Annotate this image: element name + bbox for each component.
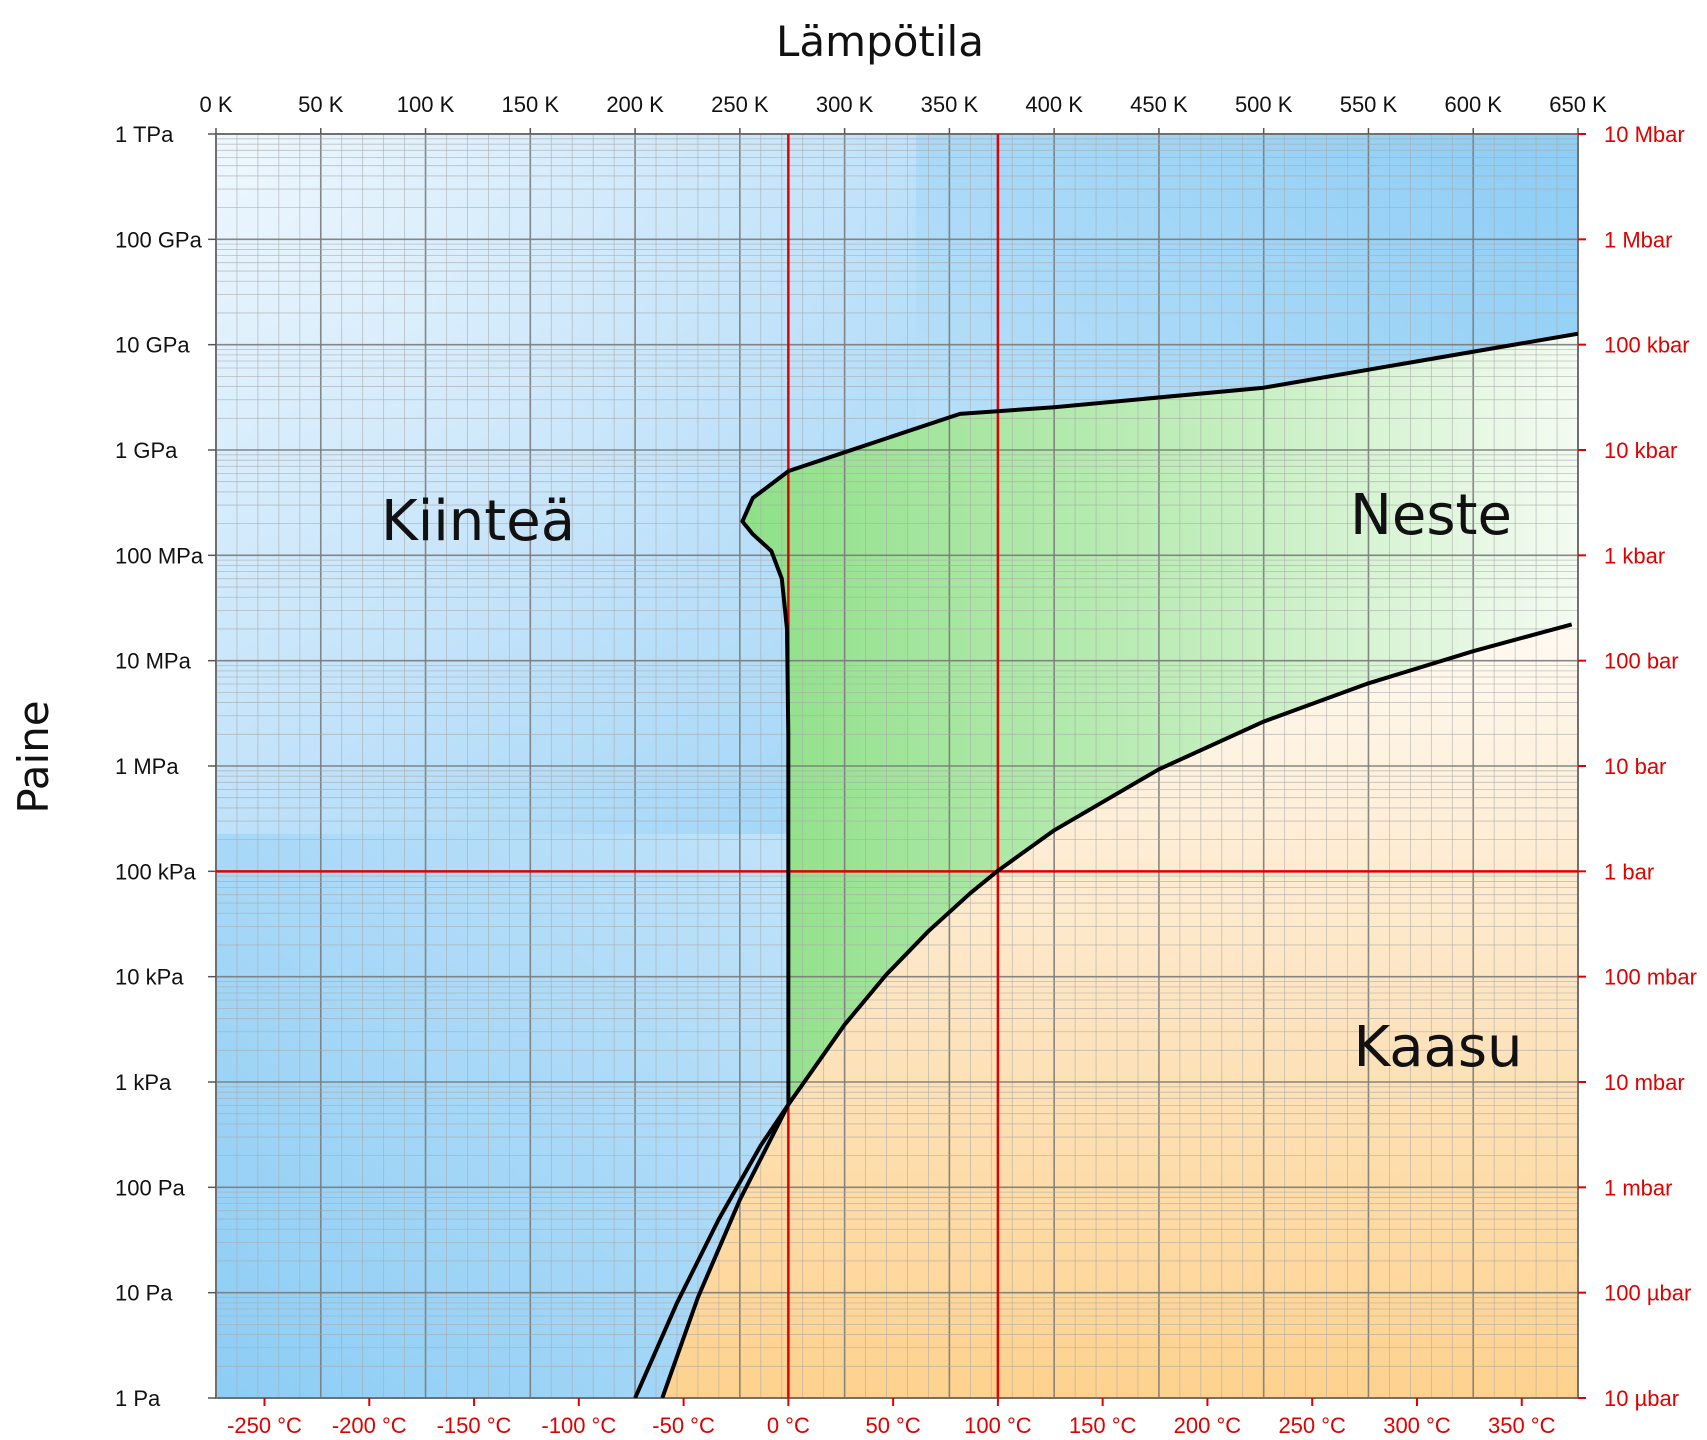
- kelvin-tick-label: 650 K: [1549, 92, 1607, 117]
- pascal-tick-label: 1 MPa: [115, 754, 179, 779]
- gas-region: [662, 624, 1578, 1398]
- bar-tick-label: 1 mbar: [1604, 1175, 1672, 1200]
- sublimation-curve: [660, 1103, 791, 1398]
- phase-boundaries: [633, 331, 1578, 1398]
- celsius-tick-label: -50 °C: [652, 1413, 715, 1438]
- region-label-liquid: Neste: [1350, 483, 1512, 548]
- bar-tick-label: 10 kbar: [1604, 438, 1677, 463]
- kelvin-tick-label: 150 K: [502, 92, 560, 117]
- pascal-tick-label: 100 GPa: [115, 227, 203, 252]
- kelvin-tick-label: 250 K: [711, 92, 769, 117]
- pascal-tick-label: 10 kPa: [115, 965, 184, 990]
- celsius-tick-label: 200 °C: [1174, 1413, 1242, 1438]
- pascal-tick-label: 1 Pa: [115, 1386, 161, 1411]
- grid: [216, 134, 1578, 1398]
- axis-labels: 0 K 50 K 100 K 150 K 200 K 250 K 300 K 350 K 400…: [115, 92, 1697, 1438]
- kelvin-tick-label: 100 K: [397, 92, 455, 117]
- celsius-tick-label: -100 °C: [541, 1413, 616, 1438]
- bar-tick-label: 100 kbar: [1604, 333, 1690, 358]
- bar-tick-label: 1 Mbar: [1604, 227, 1672, 252]
- bar-tick-label: 1 kbar: [1604, 543, 1665, 568]
- y-axis-title: Paine: [9, 700, 58, 813]
- celsius-tick-label: 50 °C: [865, 1413, 920, 1438]
- celsius-tick-label: -150 °C: [437, 1413, 512, 1438]
- kelvin-tick-label: 300 K: [816, 92, 874, 117]
- kelvin-tick-label: 50 K: [298, 92, 344, 117]
- kelvin-tick-label: 550 K: [1340, 92, 1398, 117]
- celsius-tick-label: 150 °C: [1069, 1413, 1137, 1438]
- pascal-tick-label: 10 Pa: [115, 1281, 173, 1306]
- celsius-tick-label: 350 °C: [1488, 1413, 1556, 1438]
- vaporization-curve: [633, 622, 1573, 1398]
- region-label-solid: Kiinteä: [381, 489, 575, 554]
- celsius-tick-label: 0 °C: [767, 1413, 810, 1438]
- x-axis-title: Lämpötila: [776, 17, 984, 66]
- kelvin-tick-label: 0 K: [199, 92, 232, 117]
- pascal-tick-label: 100 kPa: [115, 859, 196, 884]
- celsius-tick-label: 100 °C: [964, 1413, 1032, 1438]
- bar-tick-label: 10 mbar: [1604, 1070, 1685, 1095]
- bar-tick-label: 100 bar: [1604, 649, 1679, 674]
- bar-tick-label: 1 bar: [1604, 859, 1654, 884]
- bar-tick-label: 10 bar: [1604, 754, 1666, 779]
- region-label-gas: Kaasu: [1353, 1015, 1522, 1080]
- kelvin-tick-label: 350 K: [921, 92, 979, 117]
- pascal-tick-label: 10 MPa: [115, 649, 192, 674]
- axis-ticks: [208, 128, 1586, 1406]
- pascal-tick-label: 100 Pa: [115, 1175, 185, 1200]
- kelvin-tick-label: 200 K: [606, 92, 664, 117]
- pascal-tick-label: 100 MPa: [115, 543, 204, 568]
- kelvin-tick-label: 400 K: [1025, 92, 1083, 117]
- kelvin-tick-label: 500 K: [1235, 92, 1293, 117]
- pascal-tick-label: 1 kPa: [115, 1070, 172, 1095]
- bar-tick-label: 100 mbar: [1604, 965, 1697, 990]
- bar-tick-label: 100 µbar: [1604, 1281, 1691, 1306]
- kelvin-tick-label: 450 K: [1130, 92, 1188, 117]
- celsius-tick-label: 250 °C: [1278, 1413, 1346, 1438]
- kelvin-tick-label: 600 K: [1444, 92, 1502, 117]
- pascal-tick-label: 1 TPa: [115, 122, 174, 147]
- pascal-tick-label: 1 GPa: [115, 438, 178, 463]
- bar-tick-label: 10 µbar: [1604, 1386, 1679, 1411]
- bar-tick-label: 10 Mbar: [1604, 122, 1685, 147]
- pascal-tick-label: 10 GPa: [115, 333, 190, 358]
- celsius-tick-label: -200 °C: [332, 1413, 407, 1438]
- melting-curve: [740, 331, 1578, 1105]
- celsius-tick-label: -250 °C: [227, 1413, 302, 1438]
- celsius-tick-label: 300 °C: [1383, 1413, 1451, 1438]
